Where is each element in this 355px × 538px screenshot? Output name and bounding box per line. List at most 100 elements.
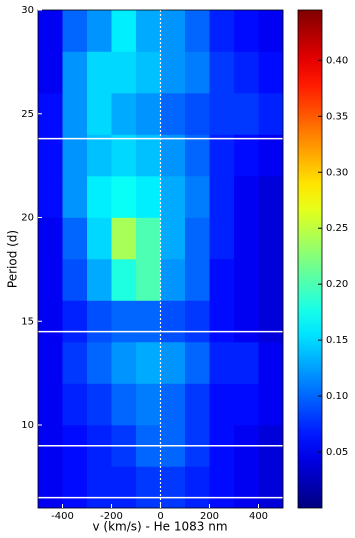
heat-cell	[209, 93, 235, 135]
heat-cell	[185, 10, 210, 52]
heat-cell	[234, 134, 259, 177]
x-tick-label: 400	[249, 511, 268, 522]
heat-cell	[136, 93, 161, 135]
heat-cell	[258, 259, 284, 301]
colorbar-tick-label: 0.05	[326, 447, 348, 458]
heat-cell	[62, 383, 88, 426]
heat-cell	[62, 342, 88, 384]
y-axis-label: Period (d)	[6, 230, 20, 288]
heat-cell	[258, 51, 284, 94]
heat-cell	[160, 134, 186, 177]
colorbar-tick-label: 0.10	[326, 391, 348, 402]
heat-cell	[62, 259, 88, 301]
heat-cell	[185, 300, 210, 343]
heat-cell	[111, 51, 137, 94]
heat-cell	[87, 466, 112, 509]
heat-cell	[209, 10, 235, 52]
heat-cell	[258, 93, 284, 135]
heat-cell	[234, 176, 259, 218]
colorbar-tick-label: 0.40	[326, 55, 348, 66]
y-tick-label: 25	[21, 109, 34, 120]
x-tick-label: -400	[51, 511, 74, 522]
heat-cell	[136, 300, 161, 343]
heat-cell	[87, 217, 112, 260]
heat-cell	[160, 383, 186, 426]
heat-cell	[62, 466, 88, 509]
heat-cell	[160, 10, 186, 52]
heat-cell	[62, 93, 88, 135]
heat-cell	[258, 176, 284, 218]
heat-cell	[38, 383, 63, 426]
heat-cell	[234, 259, 259, 301]
heat-cell	[62, 51, 88, 94]
heat-cell	[136, 383, 161, 426]
colorbar	[297, 9, 323, 509]
heat-cell	[209, 466, 235, 509]
heat-cell	[258, 342, 284, 384]
colorbar-tick-label: 0.20	[326, 279, 348, 290]
heat-cell	[136, 342, 161, 384]
colorbar-tick-label: 0.15	[326, 335, 348, 346]
heat-cell	[111, 259, 137, 301]
heat-cell	[38, 51, 63, 94]
heat-cell	[87, 342, 112, 384]
heat-cell	[111, 10, 137, 52]
heat-cell	[209, 176, 235, 218]
heat-cell	[160, 93, 186, 135]
heat-cell	[258, 383, 284, 426]
heat-cell	[136, 259, 161, 301]
heat-cell	[136, 51, 161, 94]
y-tick-label: 10	[21, 420, 34, 431]
heat-cell	[185, 259, 210, 301]
heat-cell	[185, 342, 210, 384]
heat-cell	[185, 176, 210, 218]
heat-cell	[209, 134, 235, 177]
heat-cell	[62, 134, 88, 177]
heat-cell	[136, 10, 161, 52]
heat-cell	[258, 217, 284, 260]
heat-cell	[87, 300, 112, 343]
heat-cell	[160, 259, 186, 301]
heat-cell	[87, 259, 112, 301]
heat-cell	[209, 383, 235, 426]
colorbar-tick-label: 0.35	[326, 111, 348, 122]
x-tick-label: -200	[100, 511, 123, 522]
heat-cell	[87, 176, 112, 218]
heat-cell	[234, 93, 259, 135]
heat-cell	[38, 176, 63, 218]
heat-cell	[38, 466, 63, 509]
heat-cell	[234, 10, 259, 52]
heat-cell	[160, 217, 186, 260]
heat-cell	[258, 466, 284, 509]
heat-cell	[185, 51, 210, 94]
heat-cell	[160, 466, 186, 509]
heat-cell	[38, 259, 63, 301]
heat-cell	[160, 342, 186, 384]
heat-cell	[209, 51, 235, 94]
heat-cell	[38, 342, 63, 384]
heat-cell	[258, 134, 284, 177]
heat-cell	[185, 383, 210, 426]
heat-cell	[87, 10, 112, 52]
heat-cell	[160, 51, 186, 94]
heat-cell	[38, 134, 63, 177]
heat-cell	[38, 217, 63, 260]
heat-cell	[136, 134, 161, 177]
heat-cell	[209, 342, 235, 384]
heat-cell	[111, 176, 137, 218]
heat-cell	[38, 93, 63, 135]
heat-cell	[62, 10, 88, 52]
heat-cell	[87, 383, 112, 426]
heat-cell	[234, 383, 259, 426]
heat-cell	[111, 300, 137, 343]
heat-cell	[234, 466, 259, 509]
heat-cell	[209, 217, 235, 260]
x-axis-label: v (km/s) - He 1083 nm	[92, 520, 227, 534]
heat-cell	[87, 134, 112, 177]
heat-cell	[111, 466, 137, 509]
heat-cell	[234, 51, 259, 94]
heat-cell	[185, 134, 210, 177]
heat-cell	[111, 134, 137, 177]
heat-cell	[185, 466, 210, 509]
